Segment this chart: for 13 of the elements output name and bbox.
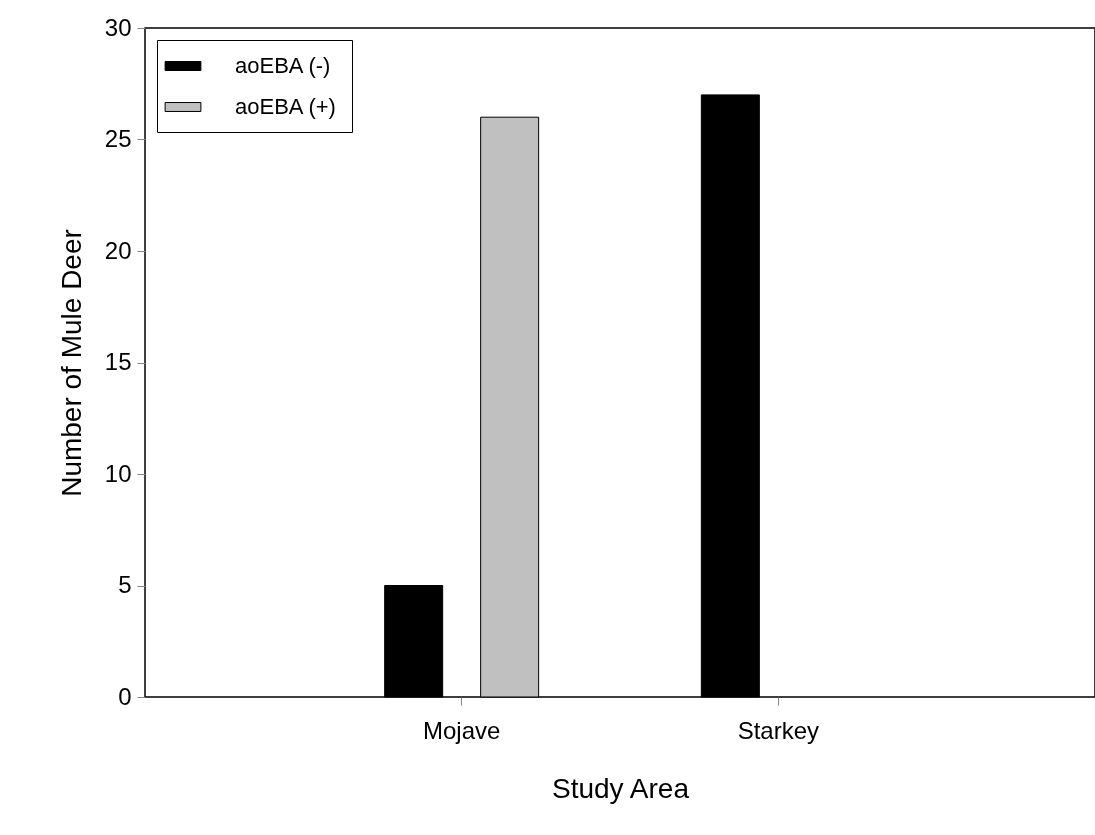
y-tick-label: 15 — [104, 348, 132, 375]
y-tick-label: 20 — [104, 236, 132, 264]
legend-label: aoEBA (-) — [235, 53, 331, 78]
y-tick-label: 0 — [118, 682, 132, 710]
y-tick-label: 25 — [104, 125, 132, 152]
x-tick-label: Starkey — [737, 716, 820, 744]
x-tick-label: Mojave — [422, 716, 501, 744]
y-tick-label: 10 — [104, 459, 132, 487]
y-tick-label: 5 — [118, 571, 132, 598]
legend-label: aoEBA (+) — [235, 94, 336, 119]
y-tick-label: 30 — [104, 13, 132, 41]
y-axis-title: Number of Mule Deer — [55, 229, 87, 497]
x-axis-title: Study Area — [552, 772, 690, 804]
